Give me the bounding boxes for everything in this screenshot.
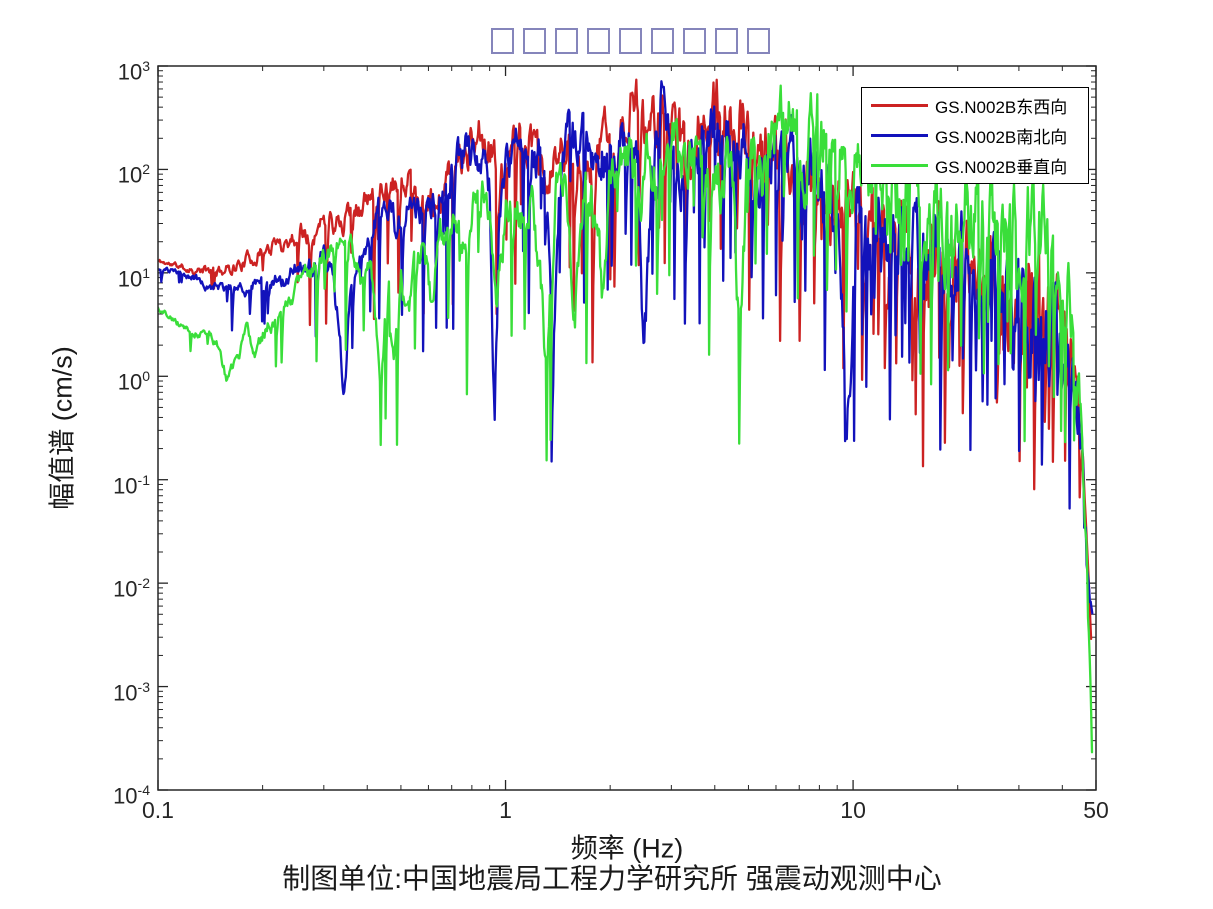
legend-entry-ns: GS.N002B南北向 <box>862 123 1088 148</box>
title-glyph-box <box>715 28 738 54</box>
legend-entry-ew: GS.N002B东西向 <box>862 93 1088 118</box>
x-axis-label: 频率 (Hz) <box>570 833 684 864</box>
chart-title-placeholder <box>491 28 770 54</box>
legend-label-ns: GS.N002B南北向 <box>935 127 1068 147</box>
y-tick-label: 10-1 <box>113 471 150 499</box>
y-tick-label: 10-2 <box>113 575 150 602</box>
x-tick-label: 10 <box>840 797 866 823</box>
legend-line-ud-icon <box>871 163 928 167</box>
caption: 制图单位:中国地震局工程力学研究所 强震动观测中心 <box>282 863 942 894</box>
x-tick-label: 50 <box>1083 797 1109 823</box>
legend-label-ud: GS.N002B垂直向 <box>935 157 1068 177</box>
legend-line-ew-icon <box>871 104 928 108</box>
title-glyph-box <box>651 28 674 54</box>
legend-label-ew: GS.N002B东西向 <box>935 98 1068 118</box>
title-glyph-box <box>491 28 514 54</box>
y-tick-label: 102 <box>117 161 150 188</box>
title-glyph-box <box>747 28 770 54</box>
title-glyph-box <box>555 28 578 54</box>
title-glyph-box <box>587 28 610 54</box>
title-glyph-box <box>619 28 642 54</box>
y-tick-label: 10-4 <box>113 782 150 809</box>
y-tick-label: 101 <box>117 264 150 292</box>
x-tick-label: 0.1 <box>142 797 174 823</box>
y-tick-label: 100 <box>117 368 150 395</box>
title-glyph-box <box>683 28 706 54</box>
legend-entry-ud: GS.N002B垂直向 <box>862 153 1088 178</box>
x-tick-label: 1 <box>499 797 512 823</box>
title-glyph-box <box>523 28 546 54</box>
legend-line-ns-icon <box>871 133 928 137</box>
y-tick-label: 10-3 <box>113 678 150 705</box>
legend: GS.N002B东西向 GS.N002B南北向 GS.N002B垂直向 <box>861 87 1089 184</box>
y-axis-label: 幅值谱 (cm/s) <box>47 346 78 510</box>
y-tick-label: 103 <box>117 58 150 85</box>
